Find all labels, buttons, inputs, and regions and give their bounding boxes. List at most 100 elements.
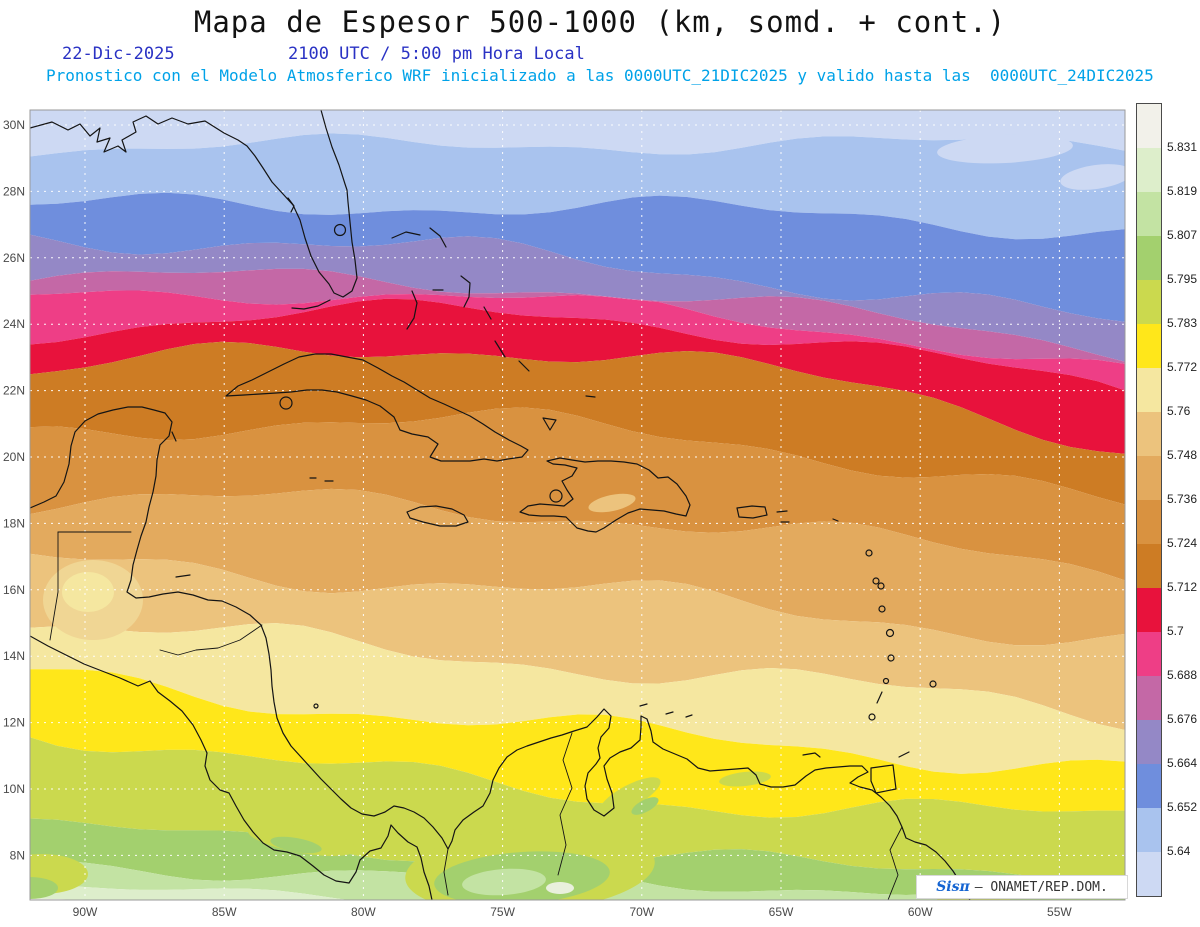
thickness-band xyxy=(30,110,1125,157)
thickness-band xyxy=(30,133,1125,240)
legend-swatch xyxy=(1137,280,1161,324)
island-outline xyxy=(885,628,895,638)
island-outline xyxy=(291,299,331,310)
island-outline xyxy=(868,713,876,721)
island-outline xyxy=(876,691,883,704)
legend-label: 5.831 xyxy=(1167,140,1198,154)
island-outline xyxy=(865,549,873,557)
valid-time-label: 2100 UTC / 5:00 pm Hora Local xyxy=(288,44,585,64)
legend-swatch xyxy=(1137,192,1161,236)
legend-label: 5.819 xyxy=(1167,184,1198,198)
legend-label: 5.724 xyxy=(1167,536,1198,550)
coastline xyxy=(30,635,433,900)
thickness-band xyxy=(30,553,1125,730)
legend-label: 5.807 xyxy=(1167,228,1198,242)
legend-swatch xyxy=(1137,588,1161,632)
border-line xyxy=(887,826,903,900)
legend-swatch xyxy=(1137,720,1161,764)
legend-swatch xyxy=(1137,456,1161,500)
color-scale-legend xyxy=(1136,103,1162,897)
lat-tick-label: 12N xyxy=(3,716,25,730)
thickness-pocket xyxy=(719,771,771,787)
lat-tick-label: 30N xyxy=(3,118,25,132)
thickness-pocket xyxy=(30,877,58,899)
org-label: – ONAMET/REP.DOM. xyxy=(974,879,1108,895)
island-outline xyxy=(665,711,674,715)
legend-swatch xyxy=(1137,324,1161,368)
coastline xyxy=(30,110,358,298)
thickness-pocket xyxy=(1060,164,1125,190)
island-outline xyxy=(549,489,563,503)
lon-tick-label: 70W xyxy=(629,905,654,919)
lat-tick-label: 28N xyxy=(3,184,25,198)
island-outline xyxy=(872,577,880,585)
island-outline xyxy=(877,582,885,590)
watermark: Sisπ – ONAMET/REP.DOM. xyxy=(916,875,1128,899)
legend-swatch xyxy=(1137,236,1161,280)
lat-tick-label: 22N xyxy=(3,384,25,398)
run-date-label: 22-Dic-2025 xyxy=(62,44,175,64)
island-outline xyxy=(802,752,821,758)
border-line xyxy=(159,624,263,656)
thickness-band xyxy=(30,669,1125,818)
lon-tick-label: 85W xyxy=(212,905,237,919)
border-line xyxy=(557,732,573,876)
lat-tick-label: 14N xyxy=(3,649,25,663)
thickness-band xyxy=(30,623,1125,774)
thickness-band xyxy=(30,341,1125,505)
thickness-band xyxy=(30,898,1125,900)
island-outline xyxy=(429,227,447,248)
island-outline xyxy=(518,360,530,372)
page-title: Mapa de Espesor 500-1000 (km, somd. + co… xyxy=(193,5,1007,39)
coastline xyxy=(30,406,971,900)
lat-tick-label: 16N xyxy=(3,583,25,597)
thickness-band xyxy=(30,488,1125,646)
border-line xyxy=(443,848,449,896)
island-outline xyxy=(832,518,839,522)
legend-swatch xyxy=(1137,412,1161,456)
legend-swatch xyxy=(1137,368,1161,412)
legend-label: 5.783 xyxy=(1167,316,1198,330)
thickness-band xyxy=(30,737,1125,881)
legend-swatch xyxy=(1137,632,1161,676)
island-outline xyxy=(391,231,421,239)
legend-label: 5.652 xyxy=(1167,800,1198,814)
legend-label: 5.64 xyxy=(1167,844,1191,858)
legend-label: 5.676 xyxy=(1167,712,1198,726)
legend-label: 5.712 xyxy=(1167,580,1198,594)
legend-swatch xyxy=(1137,852,1161,896)
thickness-band xyxy=(30,884,348,900)
thickness-pocket xyxy=(631,797,659,815)
thickness-band xyxy=(30,407,1125,581)
thickness-band xyxy=(30,298,1125,454)
island-outline xyxy=(585,395,596,398)
legend-swatch xyxy=(1137,808,1161,852)
forecast-description: Pronostico con el Modelo Atmosferico WRF… xyxy=(46,66,1154,85)
thickness-pocket xyxy=(546,882,574,894)
legend-swatch xyxy=(1137,148,1161,192)
coastline xyxy=(519,457,691,533)
thickness-pocket xyxy=(588,493,636,513)
island-outline xyxy=(776,510,788,513)
coastline xyxy=(736,505,768,519)
legend-label: 5.7 xyxy=(1167,624,1184,638)
lat-tick-label: 24N xyxy=(3,317,25,331)
thickness-band xyxy=(30,268,1125,364)
date-line: 22-Dic-2025 2100 UTC / 5:00 pm Hora Loca… xyxy=(0,44,1200,64)
legend-label: 5.736 xyxy=(1167,492,1198,506)
legend-label: 5.772 xyxy=(1167,360,1198,374)
thickness-band xyxy=(30,234,1125,362)
axis-labels: 30N 28N 26N 24N 22N 20N 18N 16N 14N 12N 10N 8N 90W 85… xyxy=(3,118,1072,919)
legend-swatch xyxy=(1137,500,1161,544)
lat-tick-label: 8N xyxy=(10,848,25,862)
border-line xyxy=(49,531,59,641)
plot-frame xyxy=(29,109,1126,901)
lon-tick-label: 65W xyxy=(769,905,794,919)
brand-label: Sisπ xyxy=(936,879,970,895)
island-outline xyxy=(333,223,347,237)
legend-label: 5.664 xyxy=(1167,756,1198,770)
island-outline xyxy=(870,764,897,794)
island-outline xyxy=(279,396,293,410)
island-outline xyxy=(313,703,319,709)
